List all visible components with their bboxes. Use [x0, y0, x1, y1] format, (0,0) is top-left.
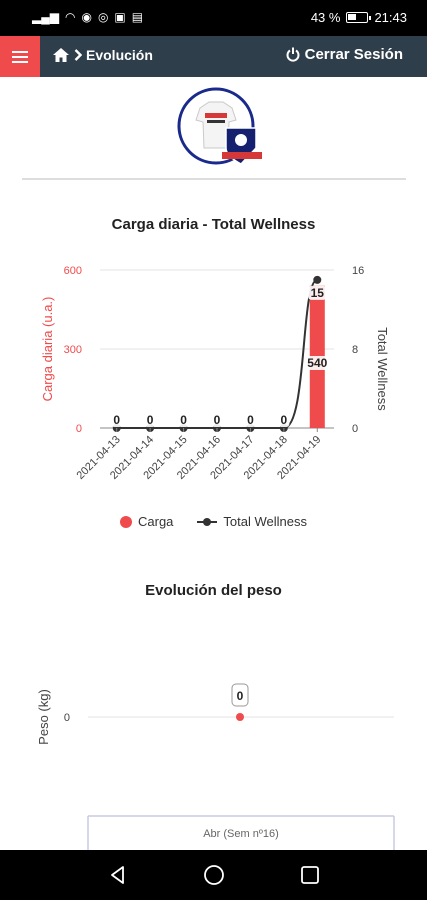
logout-button[interactable]: Cerrar Sesión — [286, 46, 403, 63]
chart-carga-title: Carga diaria - Total Wellness — [111, 216, 316, 233]
data-label-text: 0 — [281, 413, 288, 427]
y-tick-label: 0 — [76, 423, 82, 435]
gallery-icon: ▤ — [131, 10, 144, 24]
notification-icon: ◉ — [81, 10, 92, 24]
x-tick-label: Abr (Sem nº16) — [203, 828, 279, 840]
signal-icon: ▂▄▆ — [32, 10, 59, 24]
y2-tick-label: 8 — [352, 344, 358, 356]
data-label-bg — [144, 413, 156, 427]
system-status-bar: ▂▄▆ ◠ ◉ ◎ ▣ ▤ 43 % 21:43 — [0, 0, 427, 36]
breadcrumb: Evolución — [52, 47, 153, 63]
breadcrumb-current: Evolución — [86, 47, 153, 63]
legend-label-carga: Carga — [138, 514, 174, 529]
data-label-peso: 0 — [231, 683, 249, 707]
legend-item-wellness[interactable]: Total Wellness — [197, 514, 307, 529]
top-navbar: Evolución Cerrar Sesión — [0, 36, 427, 77]
data-label-text: 0 — [147, 413, 154, 427]
y2-tick-label: 16 — [352, 265, 364, 277]
chart-peso: 0 Peso (kg) 0 Abr (Sem nº16) — [36, 683, 395, 850]
chart-legend: Carga Total Wellness — [0, 514, 427, 529]
y-axis-title: Peso (kg) — [36, 689, 51, 745]
legend-item-carga[interactable]: Carga — [120, 514, 173, 529]
battery-icon — [346, 12, 372, 23]
hamburger-icon — [12, 50, 28, 63]
data-label-text: 0 — [180, 413, 187, 427]
header-divider — [22, 178, 406, 180]
instagram-icon: ▣ — [114, 10, 126, 24]
chevron-right-icon — [74, 49, 82, 61]
whatsapp-icon: ◎ — [97, 10, 109, 24]
data-label-text: 0 — [237, 689, 244, 703]
club-logo — [176, 86, 272, 170]
chart-peso-title: Evolución del peso — [145, 582, 282, 599]
data-label-text: 15 — [311, 286, 325, 300]
data-label-text: 0 — [247, 413, 254, 427]
y-axis-title: Carga diaria (u.a.) — [40, 297, 55, 402]
data-label-text: 0 — [214, 413, 221, 427]
notification-icons: ▂▄▆ ◠ ◉ ◎ ▣ ▤ — [32, 10, 143, 24]
data-label-text: 540 — [307, 356, 327, 370]
data-label-bg — [178, 413, 190, 427]
data-label-wellness: 0 — [178, 413, 190, 427]
data-label-carga: 540 — [304, 356, 330, 371]
home-icon[interactable] — [52, 47, 70, 63]
legend-swatch-wellness — [197, 516, 218, 528]
power-icon — [286, 47, 300, 62]
data-label-bg — [231, 683, 249, 707]
data-label-wellness: 0 — [211, 413, 223, 427]
data-label-bg — [278, 413, 290, 427]
data-label-wellness: 0 — [244, 413, 256, 427]
point-wellness — [313, 275, 322, 284]
line-wellness — [116, 278, 318, 429]
home-circle-icon[interactable] — [203, 864, 225, 886]
data-label-bg — [304, 356, 330, 371]
battery-text: 43 % — [310, 10, 341, 25]
recents-icon[interactable] — [300, 865, 320, 885]
data-label-bg — [244, 413, 256, 427]
data-label-wellness: 15 — [308, 285, 327, 300]
legend-swatch-carga — [120, 515, 132, 528]
android-nav-bar — [0, 850, 427, 900]
data-label-text: 0 — [113, 413, 120, 427]
legend-label-wellness: Total Wellness — [223, 514, 307, 529]
chart-carga-wellness: 0 300 600 0 8 16 Carga diaria (u.a.) Total Well… — [40, 265, 390, 482]
data-label-wellness: 0 — [144, 413, 156, 427]
menu-button[interactable] — [0, 36, 40, 77]
clock: 21:43 — [374, 10, 407, 25]
y2-tick-label: 0 — [352, 423, 358, 435]
back-icon[interactable] — [108, 865, 128, 885]
data-label-wellness: 0 — [111, 413, 123, 427]
data-label-bg — [111, 413, 123, 427]
status-right: 43 % 21:43 — [311, 10, 407, 25]
data-label-wellness: 0 — [278, 413, 290, 427]
y-tick-label: 0 — [64, 712, 70, 724]
data-label-bg — [308, 285, 327, 300]
y-tick-label: 300 — [64, 344, 82, 356]
logout-label: Cerrar Sesión — [304, 46, 403, 63]
y-tick-label: 600 — [64, 265, 82, 277]
point-peso — [236, 713, 244, 721]
data-label-bg — [211, 413, 223, 427]
y2-axis-title: Total Wellness — [375, 327, 390, 411]
wifi-icon: ◠ — [64, 10, 76, 24]
